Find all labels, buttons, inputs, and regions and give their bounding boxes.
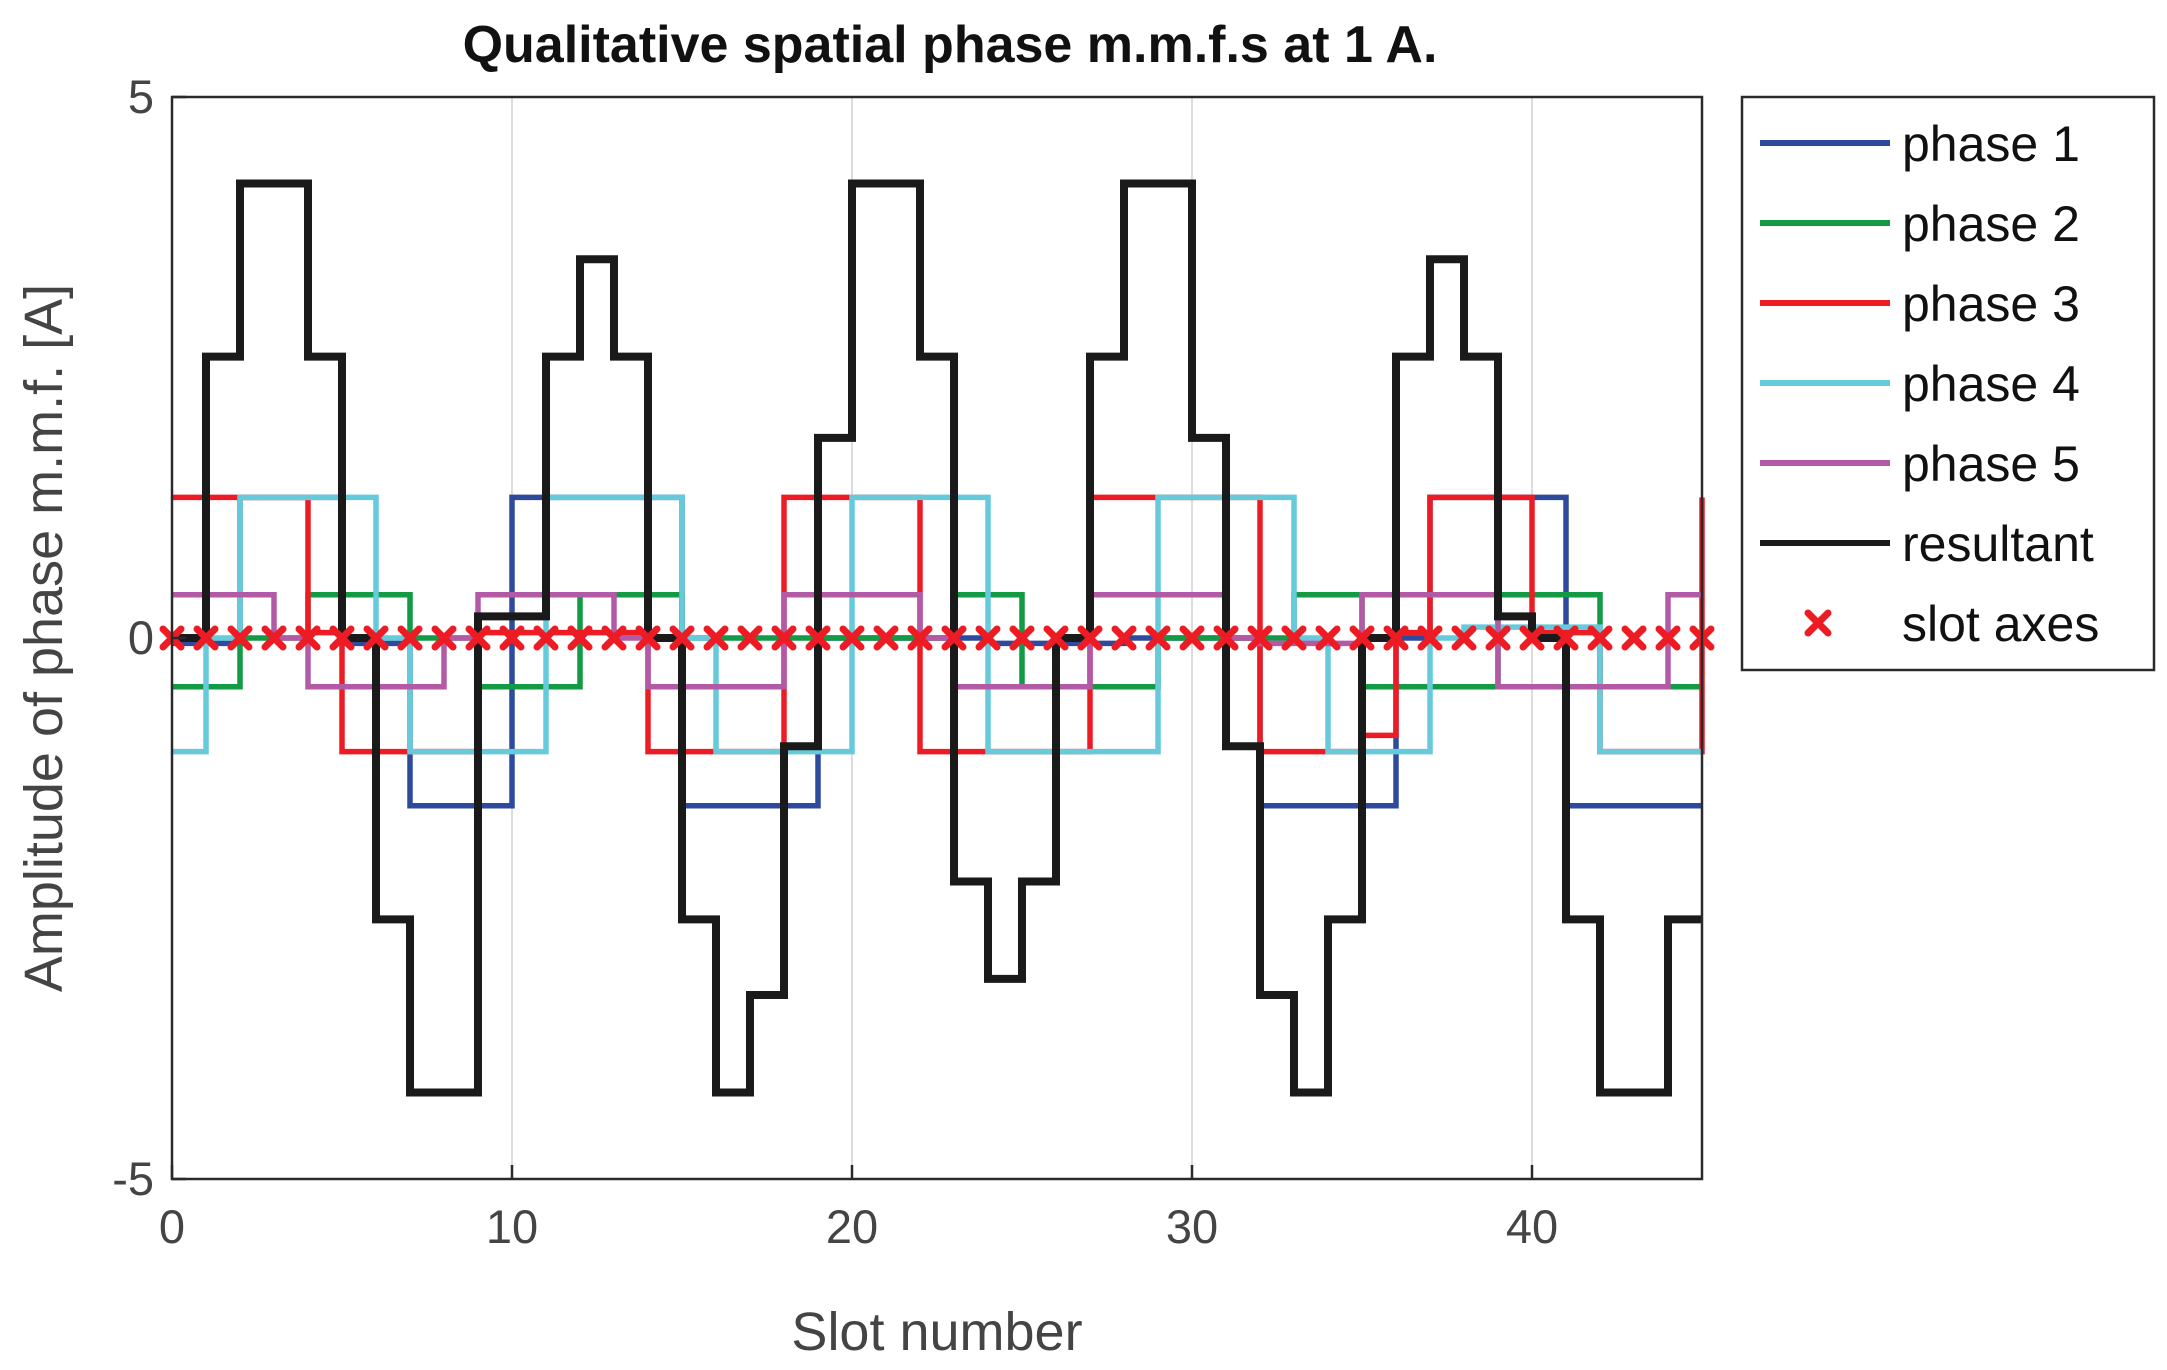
x-tick-label: 40 (1506, 1200, 1558, 1253)
slot-axis-marker (1145, 625, 1171, 651)
legend-label: resultant (1902, 516, 2094, 572)
slot-axis-marker (873, 625, 899, 651)
x-tick-label: 30 (1166, 1200, 1218, 1253)
slot-axis-marker (499, 625, 525, 651)
series-line-phase-1 (172, 494, 1702, 809)
slot-axis-marker (839, 625, 865, 651)
slot-axis-marker (737, 625, 763, 651)
slot-axis-marker (907, 625, 933, 651)
slot-axis-marker (975, 625, 1001, 651)
slot-axis-marker (1077, 625, 1103, 651)
legend: phase 1 phase 2 phase 3 phase 4 phase 5 resul… (1740, 95, 2156, 672)
slot-axis-marker (941, 625, 967, 651)
slot-axis-marker (567, 625, 593, 651)
slot-axis-marker (1655, 625, 1681, 651)
series-line-resultant (172, 179, 1702, 1097)
slot-axis-marker (1043, 625, 1069, 651)
slot-axis-marker (805, 625, 831, 651)
y-tick-label: -5 (112, 1152, 154, 1205)
legend-label: phase 4 (1902, 356, 2080, 412)
slot-axis-marker (465, 625, 491, 651)
slot-axis-marker (1179, 625, 1205, 651)
y-axis-label: Amplitude of phase m.m.f. [A] (14, 284, 74, 992)
slot-axis-marker (1519, 625, 1545, 651)
slot-axis-marker (1485, 625, 1511, 651)
slot-axis-marker (261, 625, 287, 651)
slot-axis-marker (669, 625, 695, 651)
tick-layer: 0 10 20 30 40-505 (112, 70, 1558, 1253)
slot-axis-marker (1553, 625, 1579, 651)
series-layer (159, 179, 1715, 1097)
slot-axis-marker (1247, 625, 1273, 651)
slot-axis-marker (771, 625, 797, 651)
slot-axis-marker (703, 625, 729, 651)
slot-axis-marker (397, 625, 423, 651)
slot-axis-marker (1213, 625, 1239, 651)
x-axis-label: Slot number (791, 1302, 1082, 1362)
slot-axis-marker (1417, 625, 1443, 651)
slot-axis-marker (1451, 625, 1477, 651)
slot-axis-marker (1383, 625, 1409, 651)
slot-axis-marker (295, 625, 321, 651)
slot-axis-marker (1009, 625, 1035, 651)
slot-axis-marker (533, 625, 559, 651)
x-tick-label: 20 (826, 1200, 878, 1253)
slot-axis-marker (635, 625, 661, 651)
legend-label: phase 3 (1902, 276, 2080, 332)
slot-axis-marker (601, 625, 627, 651)
slot-axis-marker (1111, 625, 1137, 651)
series-line-phase-4 (172, 494, 1702, 755)
slot-axis-marker (1281, 625, 1307, 651)
legend-label: slot axes (1902, 596, 2099, 652)
slot-axis-marker (1349, 625, 1375, 651)
x-tick-label: 10 (486, 1200, 538, 1253)
slot-axis-marker (329, 625, 355, 651)
slot-axis-marker (1587, 625, 1613, 651)
slot-axis-marker (1315, 625, 1341, 651)
slot-axis-marker (227, 625, 253, 651)
slot-axis-marker (193, 625, 219, 651)
chart-title: Qualitative spatial phase m.m.f.s at 1 A… (463, 16, 1438, 74)
legend-swatch-slot-axes (1804, 609, 1832, 637)
y-tick-label: 0 (128, 611, 154, 664)
x-tick-label: 0 (159, 1200, 185, 1253)
legend-label: phase 5 (1902, 436, 2080, 492)
slot-axis-marker (1621, 625, 1647, 651)
slot-axis-marker (431, 625, 457, 651)
legend-label: phase 1 (1902, 116, 2080, 172)
legend-label: phase 2 (1902, 196, 2080, 252)
slot-axis-marker (363, 625, 389, 651)
y-tick-label: 5 (128, 70, 154, 123)
